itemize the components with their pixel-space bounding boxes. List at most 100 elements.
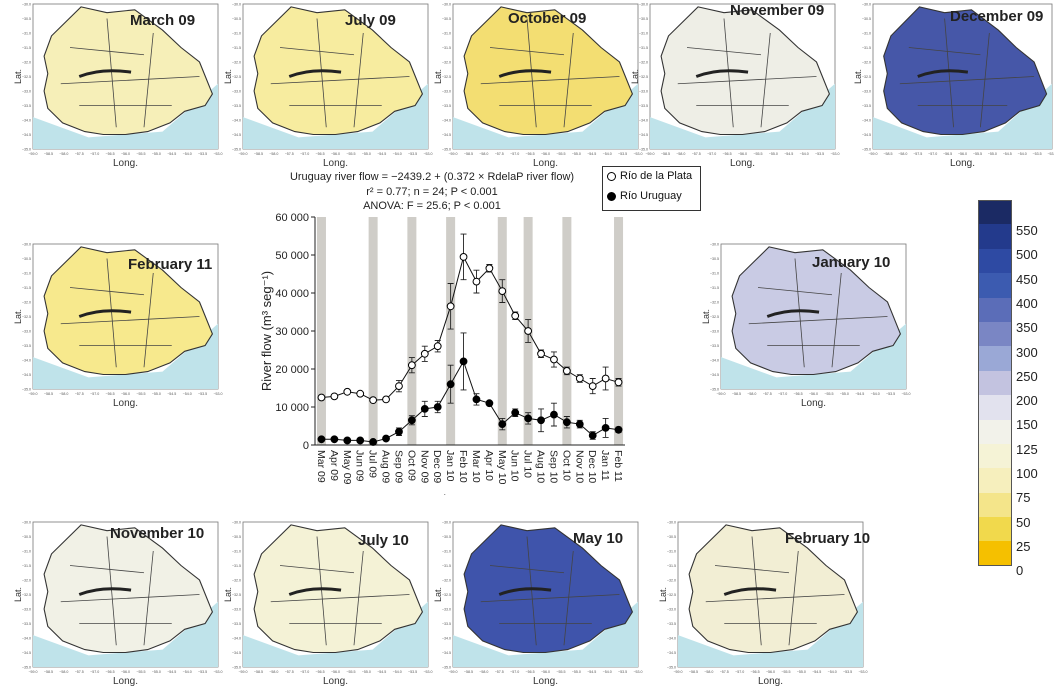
reservoir: [288, 587, 342, 596]
department-boundary: [489, 47, 565, 56]
department-boundary: [106, 18, 117, 128]
long-tick-label: −58.5: [44, 152, 53, 156]
long-tick-label: −56.5: [723, 152, 732, 156]
lat-tick-label: −33.5: [710, 344, 719, 348]
long-tick-label: −53.5: [618, 152, 627, 156]
data-point: [537, 349, 545, 358]
lat-tick-label: −30.0: [232, 3, 241, 7]
scale-cell: [978, 224, 1012, 249]
data-point: [420, 405, 429, 413]
long-tick-label: −53.5: [815, 152, 824, 156]
long-tick-label: −53.5: [1033, 152, 1042, 156]
long-tick-label: −54.0: [183, 670, 192, 674]
lat-axis-label: Lat.: [701, 309, 711, 324]
department-boundary: [686, 47, 762, 56]
department-boundary: [480, 76, 620, 85]
long-tick-label: −57.5: [720, 670, 729, 674]
lat-tick-label: −30.0: [442, 3, 451, 7]
map-svg-dec09: −30.0 −30.5 −31.0 −31.5 −32.0 −32.5 −33.0 −33.5…: [853, 3, 1054, 170]
scale-cell: [978, 346, 1012, 371]
ocean-area: [33, 83, 218, 149]
long-tick-label: −59.0: [28, 392, 37, 396]
lat-tick-label: −34.5: [442, 133, 451, 137]
long-tick-label: −53.0: [213, 670, 222, 674]
map-nov09: −30.0 −30.5 −31.0 −31.5 −32.0 −32.5 −33.0 −33.5…: [630, 0, 847, 175]
long-tick-label: −53.5: [198, 670, 207, 674]
reservoir: [917, 69, 969, 78]
data-point: [317, 393, 326, 402]
long-axis-label: Long.: [533, 158, 558, 169]
data-point: [562, 367, 571, 375]
legend-item-uruguay: Río Uruguay: [607, 190, 682, 202]
department-boundary: [489, 565, 565, 574]
map-mar09: −30.0 −30.5 −31.0 −31.5 −32.0 −32.5 −33.0 −33.5…: [13, 0, 230, 175]
long-tick-label: −54.0: [871, 392, 880, 396]
map-may10: −30.0 −30.5 −31.0 −31.5 −32.0 −32.5 −33.0 −33.5…: [433, 518, 650, 693]
long-tick-label: −59.0: [238, 152, 247, 156]
lat-tick-label: −31.5: [710, 286, 719, 290]
lat-tick-label: −31.5: [22, 46, 31, 50]
x-tick-label: Jan 11: [599, 450, 611, 481]
long-tick-label: −56.5: [106, 392, 115, 396]
lat-tick-label: −34.0: [22, 637, 31, 641]
x-tick-label: Aug 09: [380, 450, 392, 483]
map-title-dec09: December 09: [950, 8, 1044, 25]
lat-tick-label: −33.5: [862, 104, 871, 108]
chart-svg: 0 10 000 20 000 30 000 40 000 50 000 60 000 Mar…: [259, 212, 625, 507]
long-tick-label: −55.5: [824, 392, 833, 396]
ocean-area: [873, 83, 1052, 149]
long-tick-label: −54.5: [167, 392, 176, 396]
lat-tick-label: −33.0: [22, 90, 31, 94]
long-tick-label: −55.0: [362, 670, 371, 674]
scale-label: 200: [1016, 393, 1038, 409]
lat-tick-label: −31.5: [667, 564, 676, 568]
long-tick-label: −55.0: [797, 670, 806, 674]
lat-tick-label: −33.0: [442, 608, 451, 612]
lat-tick-label: −35.0: [667, 666, 676, 670]
long-tick-label: −57.0: [510, 670, 519, 674]
lat-tick-label: −34.0: [442, 637, 451, 641]
long-axis-label: Long.: [113, 676, 138, 687]
department-boundary: [279, 47, 355, 56]
long-tick-label: −57.0: [300, 152, 309, 156]
reservoir: [498, 69, 552, 78]
long-tick-label: −58.5: [254, 670, 263, 674]
long-tick-label: −57.5: [75, 670, 84, 674]
lat-tick-label: −34.0: [232, 637, 241, 641]
lat-tick-label: −32.0: [22, 579, 31, 583]
x-tick-label: Oct 09: [405, 450, 417, 481]
ocean-area: [243, 83, 428, 149]
lat-axis-label: Lat.: [13, 309, 23, 324]
department-boundary: [316, 18, 327, 128]
map-title-mar09: March 09: [130, 12, 196, 29]
lat-tick-label: −35.0: [442, 148, 451, 152]
lat-axis-label: Lat.: [433, 69, 443, 84]
long-tick-label: −59.0: [673, 670, 682, 674]
department-boundary: [899, 76, 1035, 85]
x-tick-label: Jul 09: [367, 450, 379, 478]
x-tick-label: Dec 10: [586, 450, 598, 483]
long-tick-label: −56.5: [526, 670, 535, 674]
long-tick-label: −57.5: [75, 152, 84, 156]
anova-stats: ANOVA: F = 25.6; P < 0.001: [363, 200, 501, 212]
long-axis-label: Long.: [730, 158, 755, 169]
lat-tick-label: −32.5: [442, 593, 451, 597]
scale-label: 50: [1016, 514, 1031, 530]
data-point: [485, 264, 494, 273]
long-tick-label: −58.5: [464, 152, 473, 156]
lat-axis-label: Lat.: [13, 587, 23, 602]
lat-tick-label: −35.0: [22, 148, 31, 152]
map-title-jan10: January 10: [812, 254, 891, 271]
long-tick-label: −54.0: [393, 152, 402, 156]
long-tick-label: −56.0: [809, 392, 818, 396]
long-tick-label: −54.5: [812, 670, 821, 674]
scale-cell: [978, 517, 1012, 542]
scale-label: 100: [1016, 466, 1038, 481]
shaded-period: [614, 217, 624, 445]
long-tick-label: −58.5: [689, 670, 698, 674]
lat-tick-label: −33.5: [22, 104, 31, 108]
long-tick-label: −56.5: [526, 152, 535, 156]
lat-tick-label: −32.5: [710, 315, 719, 319]
long-tick-label: −58.0: [479, 670, 488, 674]
long-tick-label: −56.0: [121, 392, 130, 396]
